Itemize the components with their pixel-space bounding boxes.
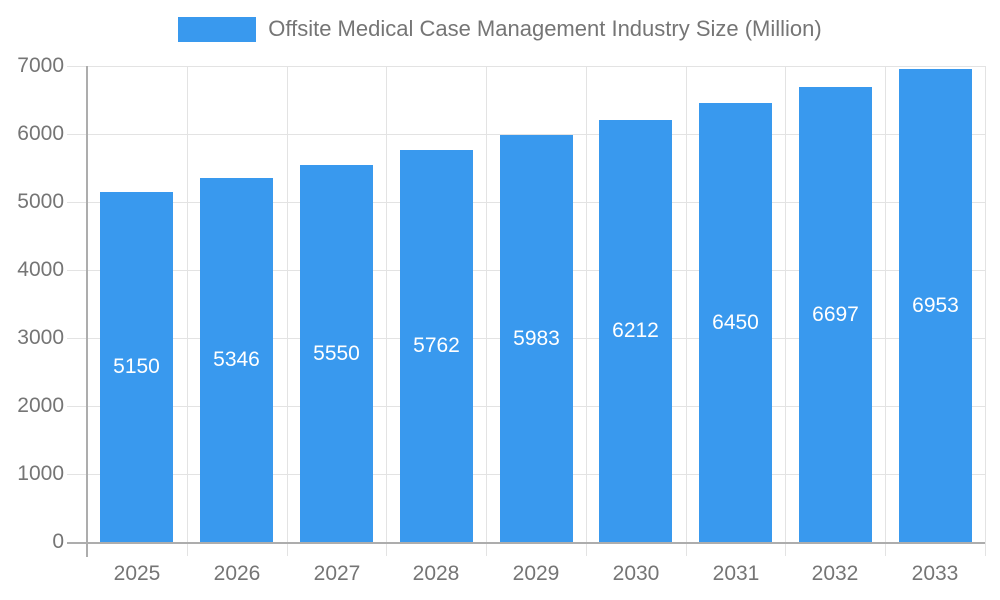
bar-2032: 6697 (799, 87, 872, 542)
bar-value-label: 6212 (612, 319, 659, 342)
x-gridline (785, 66, 786, 556)
y-gridline (67, 66, 985, 67)
bar-2026: 5346 (200, 178, 273, 542)
x-gridline (187, 66, 188, 556)
bar-value-label: 5983 (513, 326, 560, 350)
x-axis-label: 2025 (113, 562, 161, 585)
y-axis-label: 0 (52, 530, 64, 553)
bar-value-label: 6450 (712, 310, 759, 334)
bar-2025: 5150 (100, 192, 173, 542)
y-axis-label: 1000 (17, 462, 64, 485)
y-axis-label: 5000 (17, 190, 64, 213)
x-axis-label: 2033 (911, 562, 959, 585)
bar-value-label: 6697 (812, 302, 859, 326)
y-axis-label: 7000 (17, 54, 64, 77)
x-axis-line (67, 542, 985, 544)
x-axis-label: 2030 (612, 562, 660, 585)
bar-value-label: 5150 (113, 355, 160, 378)
x-axis-label: 2029 (512, 562, 560, 585)
bar-value-label: 5550 (313, 341, 360, 365)
y-axis-label: 4000 (17, 258, 64, 281)
x-gridline (885, 66, 886, 556)
plot-area: 5150 5346 5550 5762 5983 6212 6450 6697 6953 0 100… (17, 54, 986, 585)
x-axis-label: 2027 (313, 562, 361, 585)
y-axis-line (86, 66, 88, 557)
x-axis-label: 2026 (213, 562, 261, 585)
x-gridline (386, 66, 387, 556)
chart-legend: Offsite Medical Case Management Industry… (0, 16, 1000, 42)
x-gridline (586, 66, 587, 556)
bar-2029: 5983 (500, 135, 573, 542)
bar-2027: 5550 (300, 165, 373, 542)
x-gridline (287, 66, 288, 556)
y-axis-label: 3000 (17, 326, 64, 349)
x-gridline (985, 66, 986, 556)
bar-value-label: 5762 (413, 334, 460, 357)
x-axis-label: 2031 (712, 562, 760, 585)
legend-swatch (178, 16, 257, 42)
y-axis-label: 6000 (17, 122, 64, 145)
x-gridline (486, 66, 487, 556)
x-axis-label: 2032 (811, 562, 859, 585)
x-axis-label: 2028 (412, 562, 460, 585)
bar-2030: 6212 (599, 120, 672, 542)
legend-label: Offsite Medical Case Management Industry… (268, 16, 822, 41)
y-axis-label: 2000 (17, 394, 64, 417)
bar-2033: 6953 (899, 69, 972, 542)
bar-value-label: 6953 (912, 293, 959, 317)
bar-2028: 5762 (400, 150, 473, 542)
bar-2031: 6450 (699, 103, 772, 542)
x-gridline (686, 66, 687, 556)
bar-value-label: 5346 (213, 348, 260, 371)
